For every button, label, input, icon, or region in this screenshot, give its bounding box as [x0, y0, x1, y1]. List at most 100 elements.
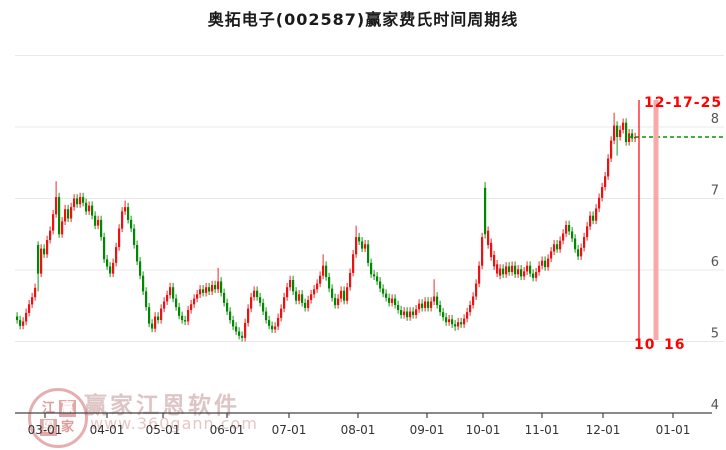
candle-body — [328, 277, 331, 289]
fib-cycle-top-label: 12-17-25 — [644, 95, 723, 111]
candle-body — [361, 241, 364, 249]
candle-body — [283, 297, 286, 309]
candle-body — [577, 249, 580, 257]
candle-body — [226, 302, 229, 312]
candle-body — [445, 317, 448, 323]
candle-body — [292, 280, 295, 292]
candle-body — [55, 197, 58, 215]
candle-body — [604, 176, 607, 187]
candle-body — [466, 312, 469, 319]
candle-body — [211, 285, 214, 292]
candle-body — [190, 304, 193, 310]
candle-body — [595, 208, 598, 221]
candle-body — [433, 296, 436, 302]
candle-body — [412, 311, 415, 316]
candle-body — [169, 287, 172, 296]
candle-body — [217, 281, 220, 290]
candle-body — [202, 289, 205, 293]
candle-body — [313, 289, 316, 295]
candle-body — [40, 248, 43, 274]
candle-body — [145, 291, 148, 308]
candle-body — [286, 287, 289, 298]
candle-body — [91, 205, 94, 216]
candle-body — [265, 311, 268, 321]
candle-body — [334, 297, 337, 306]
candle-body — [94, 215, 97, 226]
candle-body — [478, 265, 481, 284]
candle-body — [61, 221, 64, 235]
candle-body — [430, 301, 433, 308]
candle-body — [616, 125, 619, 137]
candle-body — [301, 294, 304, 303]
candle-body — [583, 237, 586, 248]
candle-body — [172, 287, 175, 299]
candle-body — [130, 219, 133, 229]
candle-body — [343, 290, 346, 301]
x-axis-tick-label: 01-01 — [656, 423, 691, 437]
candle-body — [79, 197, 82, 205]
candle-body — [514, 265, 517, 275]
candle-body — [268, 320, 271, 326]
candle-body — [451, 319, 454, 325]
x-axis-tick-label: 06-01 — [210, 423, 245, 437]
candle-body — [133, 228, 136, 245]
y-axis-label: 6 — [711, 255, 719, 270]
candle-body — [262, 302, 265, 312]
candle-body — [517, 269, 520, 275]
candle-body — [370, 262, 373, 275]
candle-body — [388, 297, 391, 303]
candle-body — [280, 308, 283, 318]
candle-body — [163, 301, 166, 309]
candle-body — [349, 272, 352, 288]
candle-body — [571, 231, 574, 239]
candle-body — [619, 129, 622, 137]
candle-body — [52, 214, 55, 231]
candle-body — [199, 289, 202, 295]
seal-char-1: 江 — [41, 401, 55, 416]
candle-body — [580, 247, 583, 257]
candle-body — [214, 285, 217, 290]
candle-body — [457, 322, 460, 327]
candle-body — [124, 207, 127, 212]
candle-body — [319, 275, 322, 284]
candle-body — [448, 319, 451, 323]
candle-body — [316, 283, 319, 290]
candle-body — [367, 244, 370, 263]
candle-body — [25, 312, 28, 322]
candle-body — [97, 219, 100, 226]
candle-body — [442, 312, 445, 318]
candle-body — [250, 297, 253, 309]
candle-body — [121, 211, 124, 229]
candle-body — [490, 242, 493, 258]
candle-body — [391, 298, 394, 303]
candle-body — [523, 271, 526, 277]
candle-body — [481, 237, 484, 266]
candle-body — [100, 219, 103, 238]
candle-body — [493, 255, 496, 267]
candle-body — [352, 254, 355, 273]
candle-body — [382, 288, 385, 294]
candle-body — [208, 287, 211, 292]
candle-body — [358, 237, 361, 242]
candle-body — [88, 205, 91, 212]
candle-body — [613, 125, 616, 141]
candle-body — [112, 262, 115, 274]
chart-title: 奥拓电子(002587)赢家费氏时间周期线 — [207, 10, 519, 29]
candle-body — [631, 133, 634, 139]
candle-body — [331, 288, 334, 298]
fib-cycle-bottom-label-2: 16 — [664, 337, 686, 353]
candle-body — [496, 264, 499, 274]
candle-body — [76, 198, 79, 205]
candle-body — [136, 245, 139, 262]
candle-body — [244, 322, 247, 338]
candle-body — [553, 244, 556, 252]
candle-body — [526, 265, 529, 272]
candle-body — [256, 290, 259, 298]
candle-body — [508, 266, 511, 273]
candle-body — [232, 320, 235, 327]
x-axis-tick-label: 04-01 — [90, 423, 125, 437]
candle-body — [511, 265, 514, 273]
candle-body — [502, 268, 505, 275]
candle-body — [337, 298, 340, 305]
candle-body — [148, 307, 151, 324]
